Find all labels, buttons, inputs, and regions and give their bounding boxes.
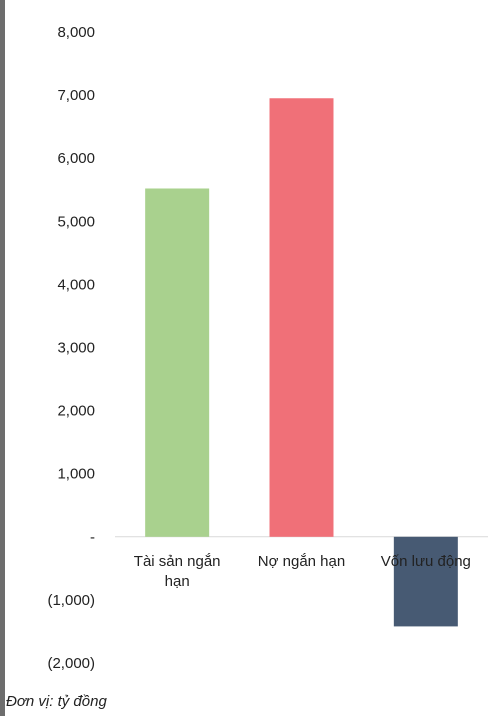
y-tick-label: 1,000 bbox=[57, 466, 95, 483]
y-tick-label: 8,000 bbox=[57, 24, 95, 41]
category-label-line: Tài sản ngắn bbox=[134, 553, 221, 570]
unit-footnote: Đơn vị: tỷ đồng bbox=[6, 693, 107, 710]
y-tick-label: - bbox=[90, 529, 95, 546]
y-tick-label: 2,000 bbox=[57, 403, 95, 420]
y-tick-label: 3,000 bbox=[57, 340, 95, 357]
left-border-rule bbox=[0, 0, 5, 716]
bars-group bbox=[145, 98, 458, 627]
y-tick-label: 4,000 bbox=[57, 276, 95, 293]
y-tick-label: 5,000 bbox=[57, 213, 95, 230]
category-label-line: Nợ ngắn hạn bbox=[258, 553, 345, 570]
y-tick-label: 7,000 bbox=[57, 87, 95, 104]
bar-3 bbox=[393, 536, 458, 627]
y-tick-label: (2,000) bbox=[47, 655, 95, 672]
category-label: Nợ ngắn hạn bbox=[258, 553, 345, 570]
y-axis-ticks: 8,000 7,000 6,000 5,000 4,000 3,000 2,000 1,000… bbox=[47, 24, 95, 672]
category-label-line: hạn bbox=[165, 573, 190, 590]
bar-1 bbox=[145, 188, 210, 537]
category-label-line: Vốn lưu động bbox=[381, 553, 471, 570]
category-label: Vốn lưu động bbox=[381, 553, 471, 570]
category-label: Tài sản ngắn hạn bbox=[134, 553, 221, 590]
bar-2 bbox=[269, 98, 334, 537]
category-labels: Tài sản ngắn hạn Nợ ngắn hạn Vốn lưu động bbox=[134, 553, 471, 590]
y-tick-label: 6,000 bbox=[57, 150, 95, 167]
bar-chart: 8,000 7,000 6,000 5,000 4,000 3,000 2,000 1,000… bbox=[47, 24, 488, 672]
y-tick-label: (1,000) bbox=[47, 592, 95, 609]
